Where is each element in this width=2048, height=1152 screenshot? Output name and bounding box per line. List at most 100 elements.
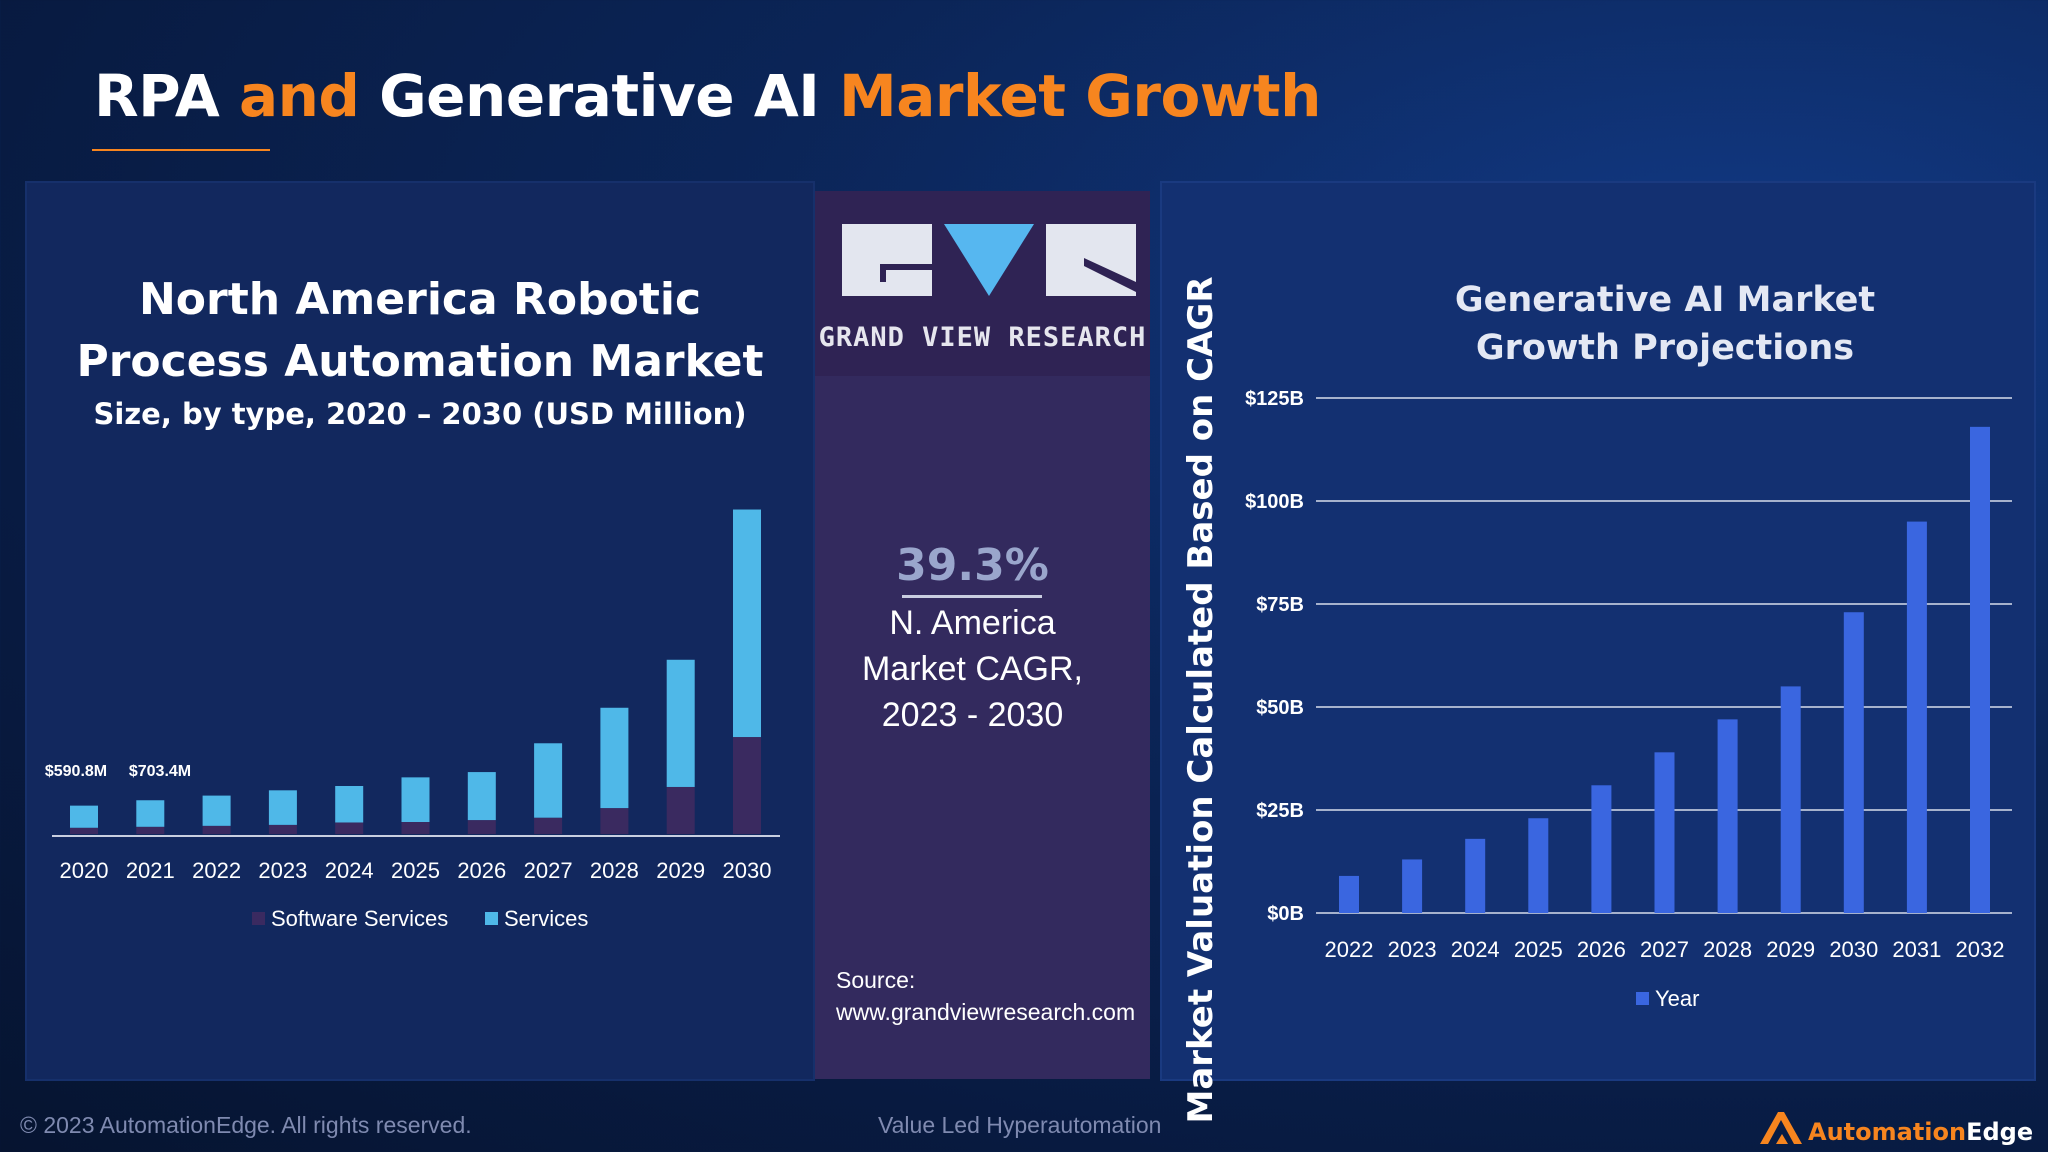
genai-x-tick-2029: 2029 bbox=[1766, 937, 1815, 962]
rpa-x-tick-2028: 2028 bbox=[590, 858, 639, 883]
rpa-chart-title-line1: North America Robotic bbox=[138, 274, 702, 325]
genai-y-tick-0: $0B bbox=[1267, 903, 1304, 925]
rpa-x-tick-2027: 2027 bbox=[524, 858, 573, 883]
rpa-bar-services-2027 bbox=[534, 743, 563, 818]
rpa-bar-software-services-2021 bbox=[136, 826, 165, 834]
rpa-chart-subtitle: Size, by type, 2020 – 2030 (USD Million) bbox=[93, 397, 747, 431]
automationedge-logo-icon bbox=[1760, 1112, 1802, 1144]
genai-x-tick-2024: 2024 bbox=[1451, 937, 1500, 962]
title-part-and: and bbox=[238, 62, 380, 130]
rpa-x-tick-2021: 2021 bbox=[126, 858, 175, 883]
rpa-bar-services-2022 bbox=[202, 795, 231, 826]
rpa-legend-label-0: Software Services bbox=[271, 906, 448, 931]
rpa-data-label-1: $703.4M bbox=[129, 763, 191, 780]
genai-chart-panel bbox=[1160, 181, 2036, 1081]
rpa-bar-services-2025 bbox=[401, 777, 430, 822]
rpa-x-tick-2025: 2025 bbox=[391, 858, 440, 883]
rpa-x-tick-2030: 2030 bbox=[723, 858, 772, 883]
rpa-data-label-0: $590.8M bbox=[45, 763, 107, 780]
rpa-bar-services-2026 bbox=[467, 772, 496, 821]
genai-y-tick-3: $75B bbox=[1256, 594, 1304, 616]
rpa-x-tick-2022: 2022 bbox=[192, 858, 241, 883]
genai-bar-2023 bbox=[1402, 859, 1423, 913]
rpa-x-tick-2026: 2026 bbox=[457, 858, 506, 883]
genai-bar-2031 bbox=[1906, 521, 1927, 913]
rpa-bar-software-services-2026 bbox=[467, 820, 496, 834]
automationedge-logo-text: AutomationEdge bbox=[1808, 1118, 2033, 1146]
cagr-line2: Market CAGR, bbox=[861, 650, 1084, 688]
rpa-x-tick-2029: 2029 bbox=[656, 858, 705, 883]
rpa-chart-panel bbox=[25, 181, 815, 1081]
genai-x-tick-2026: 2026 bbox=[1577, 937, 1626, 962]
rpa-bar-software-services-2030 bbox=[733, 737, 761, 834]
genai-x-tick-2031: 2031 bbox=[1892, 937, 1941, 962]
page-title: RPA and Generative AI Market Growth bbox=[94, 62, 1321, 130]
copyright-text: © 2023 AutomationEdge. All rights reserv… bbox=[20, 1112, 472, 1138]
genai-bar-2028 bbox=[1717, 719, 1738, 913]
genai-y-tick-4: $100B bbox=[1245, 491, 1304, 513]
genai-x-tick-2032: 2032 bbox=[1956, 937, 2005, 962]
genai-x-tick-2023: 2023 bbox=[1388, 937, 1437, 962]
rpa-x-tick-2020: 2020 bbox=[60, 858, 109, 883]
rpa-legend-label-1: Services bbox=[504, 906, 588, 931]
title-part-growth: Market Growth bbox=[839, 62, 1321, 130]
genai-legend-label: Year bbox=[1655, 986, 1699, 1011]
genai-bar-2027 bbox=[1654, 752, 1675, 913]
brand-part2: Edge bbox=[1966, 1118, 2034, 1146]
title-part-genai: Generative AI bbox=[379, 62, 839, 130]
rpa-bar-software-services-2025 bbox=[401, 822, 430, 834]
genai-x-tick-2025: 2025 bbox=[1514, 937, 1563, 962]
rpa-bar-services-2024 bbox=[335, 786, 364, 823]
genai-y-tick-1: $25B bbox=[1256, 800, 1304, 822]
cagr-description: N. America Market CAGR, 2023 - 2030 bbox=[815, 600, 1130, 738]
genai-bar-2030 bbox=[1843, 612, 1864, 913]
genai-x-tick-2027: 2027 bbox=[1640, 937, 1689, 962]
rpa-chart-title-line2: Process Automation Market bbox=[76, 336, 764, 387]
cagr-line3: 2023 - 2030 bbox=[881, 696, 1064, 734]
rpa-bar-software-services-2023 bbox=[268, 824, 297, 834]
rpa-x-tick-2023: 2023 bbox=[258, 858, 307, 883]
rpa-bar-services-2023 bbox=[268, 790, 297, 825]
grand-view-research-logo-text: GRAND VIEW RESEARCH bbox=[818, 322, 1147, 353]
genai-chart-title-line1: Generative AI Market bbox=[1454, 280, 1876, 320]
cagr-value: 39.3% bbox=[896, 540, 1049, 591]
genai-bar-2025 bbox=[1528, 818, 1549, 913]
genai-bar-2032 bbox=[1970, 426, 1990, 913]
genai-bar-2026 bbox=[1591, 785, 1612, 913]
rpa-bar-software-services-2027 bbox=[534, 817, 563, 834]
rpa-bar-software-services-2020 bbox=[70, 827, 98, 834]
rpa-bar-software-services-2024 bbox=[335, 822, 364, 834]
source-citation: Source: www.grandviewresearch.com bbox=[836, 964, 1135, 1028]
rpa-bar-software-services-2028 bbox=[600, 808, 629, 834]
title-part-rpa: RPA bbox=[94, 62, 239, 130]
brand-part1: Automation bbox=[1808, 1118, 1967, 1146]
genai-bar-2022 bbox=[1339, 875, 1359, 913]
rpa-x-tick-2024: 2024 bbox=[325, 858, 374, 883]
rpa-bar-services-2020 bbox=[70, 805, 98, 828]
source-url[interactable]: www.grandviewresearch.com bbox=[836, 999, 1136, 1025]
cagr-line1: N. America bbox=[889, 604, 1056, 642]
rpa-bar-software-services-2029 bbox=[666, 786, 695, 834]
rpa-legend-swatch-0 bbox=[252, 912, 265, 925]
rpa-bar-software-services-2022 bbox=[202, 825, 231, 834]
source-label: Source: bbox=[836, 967, 916, 993]
genai-x-tick-2022: 2022 bbox=[1325, 937, 1374, 962]
rpa-bar-services-2030 bbox=[733, 509, 761, 738]
genai-x-tick-2028: 2028 bbox=[1703, 937, 1752, 962]
genai-y-tick-5: $125B bbox=[1245, 388, 1304, 410]
genai-chart-title-line2: Growth Projections bbox=[1475, 328, 1855, 368]
rpa-legend-swatch-1 bbox=[485, 912, 498, 925]
rpa-bar-services-2021 bbox=[136, 800, 165, 827]
title-underline bbox=[92, 149, 270, 151]
rpa-bar-services-2029 bbox=[666, 659, 695, 787]
tagline-text: Value Led Hyperautomation bbox=[878, 1112, 1162, 1138]
grand-view-research-logo-icon bbox=[842, 224, 1136, 296]
genai-legend-swatch bbox=[1636, 992, 1649, 1005]
genai-bar-2029 bbox=[1780, 686, 1801, 913]
genai-x-tick-2030: 2030 bbox=[1829, 937, 1878, 962]
genai-bar-2024 bbox=[1465, 838, 1486, 913]
genai-y-tick-2: $50B bbox=[1256, 697, 1304, 719]
genai-y-axis-title: Market Valuation Calculated Based on CAG… bbox=[1181, 277, 1221, 1124]
